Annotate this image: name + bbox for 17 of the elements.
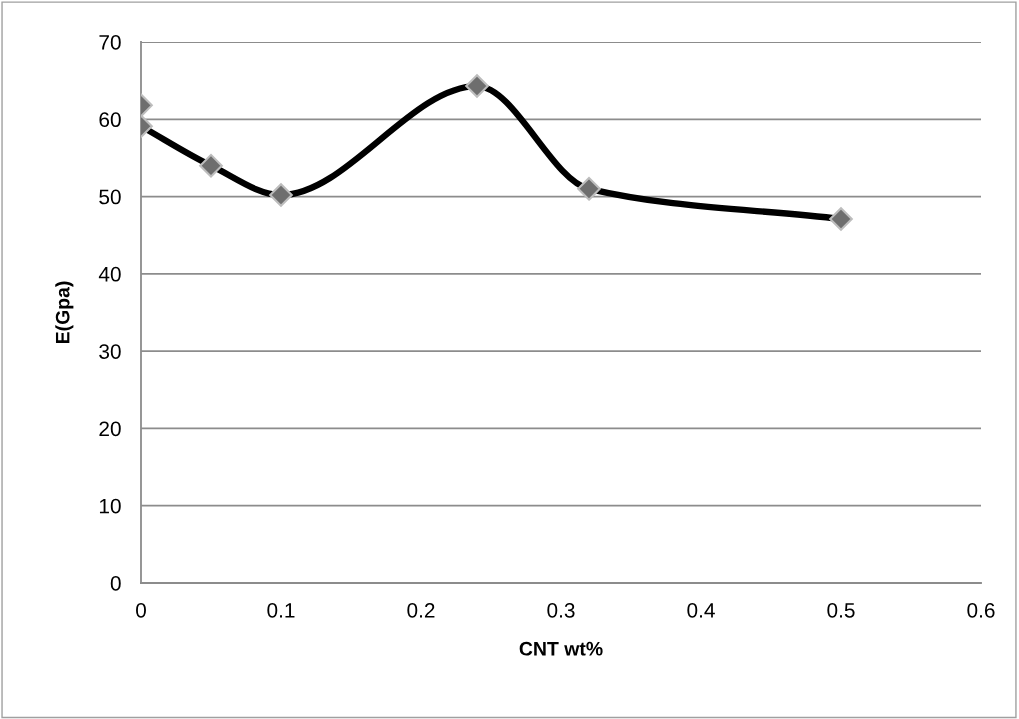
y-tick-label: 40 (98, 266, 121, 282)
x-tick-label: 0 (136, 602, 146, 618)
x-tick-label: 0.4 (687, 602, 715, 618)
x-axis-title: CNT wt% (519, 641, 603, 656)
x-tick-label: 0.1 (267, 602, 295, 618)
x-tick-label: 0.5 (827, 602, 855, 618)
y-tick-label: 50 (99, 189, 121, 205)
x-tick-label: 0.2 (407, 602, 435, 618)
x-tick-label: 0.6 (967, 602, 995, 618)
y-tick-label: 30 (99, 344, 121, 359)
y-tick-label: 0 (110, 576, 121, 591)
y-tick-label: 10 (99, 498, 121, 514)
y-tick-label: 20 (99, 421, 121, 437)
y-tick-label: 70 (99, 35, 121, 50)
y-axis-title: E(Gpa) (55, 281, 74, 344)
y-tick-label: 60 (99, 112, 121, 128)
x-tick-label: 0.3 (547, 602, 575, 618)
